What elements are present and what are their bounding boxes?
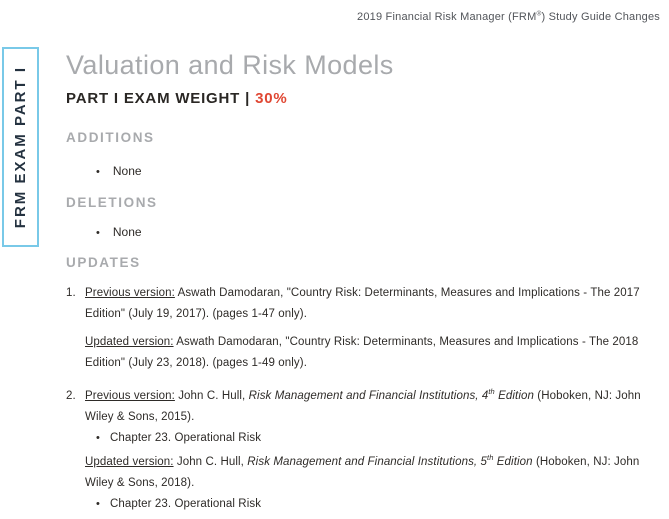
update-1-previous-text: Aswath Damodaran, "Country Risk: Determi… [85,287,640,320]
book-title-italic: Risk Management and Financial Institutio… [248,390,489,402]
frm-exam-part-label: FRM EXAM PART I [12,65,29,229]
bullet-dot: • [96,227,100,239]
bullet-dot: • [96,432,100,444]
exam-weight-line: PART I EXAM WEIGHT | 30% [66,90,288,107]
update-2-updated: Updated version: John C. Hull, Risk Mana… [66,452,650,515]
exam-weight-separator: | [245,90,251,107]
update-2-previous: 2. Previous version: John C. Hull, Risk M… [66,386,650,449]
doc-header-text-end: ) Study Guide Changes [541,11,660,23]
update-2-previous-chapter: • Chapter 23. Operational Risk [85,428,650,449]
bullet-dot: • [96,166,100,178]
updates-heading: UPDATES [66,255,141,270]
deletions-none-item: • None [96,225,142,239]
deletions-none-label: None [112,225,142,239]
update-2-updated-post: (Hoboken, NJ: John Wiley & Sons, 2018). [85,456,640,489]
additions-none-label: None [112,164,142,178]
additions-none-item: • None [96,164,142,178]
update-1-previous: 1. Previous version: Aswath Damodaran, "C… [66,283,650,325]
book-title-italic: Risk Management and Financial Institutio… [247,456,488,468]
update-1-updated: Updated version: Aswath Damodaran, "Coun… [66,332,650,374]
exam-weight-label: PART I EXAM WEIGHT [66,90,241,107]
update-2-previous-post: (Hoboken, NJ: John Wiley & Sons, 2015). [85,390,641,423]
edition-ordinal: th [487,453,494,463]
book-title-italic-end: Edition [494,390,535,402]
deletions-heading: DELETIONS [66,195,158,210]
update-1-number: 1. [66,287,76,299]
update-1-updated-text: Aswath Damodaran, "Country Risk: Determi… [85,336,639,369]
update-2-updated-pre: John C. Hull, [173,456,248,468]
update-2-previous-pre: John C. Hull, [174,390,249,402]
update-2-number: 2. [66,390,76,402]
update-2-updated-chapter: • Chapter 23. Operational Risk [85,494,650,515]
edition-ordinal: th [488,387,495,397]
exam-weight-value: 30% [255,90,288,107]
frm-exam-part-tab: FRM EXAM PART I [2,47,39,247]
updates-list: 1. Previous version: Aswath Damodaran, "C… [66,283,650,515]
updated-version-label: Updated version: [85,336,174,348]
doc-header: 2019 Financial Risk Manager (FRM®) Study… [357,11,660,23]
chapter-label: Chapter 23. Operational Risk [109,498,262,510]
chapter-label: Chapter 23. Operational Risk [109,432,262,444]
registered-mark: ® [536,10,542,18]
previous-version-label: Previous version: [85,287,175,299]
additions-heading: ADDITIONS [66,130,155,145]
previous-version-label: Previous version: [85,390,175,402]
updated-version-label: Updated version: [85,456,174,468]
book-title-italic-end: Edition [493,456,533,468]
page-title: Valuation and Risk Models [66,50,394,80]
bullet-dot: • [96,498,100,510]
doc-header-text: 2019 Financial Risk Manager (FRM [357,11,537,23]
